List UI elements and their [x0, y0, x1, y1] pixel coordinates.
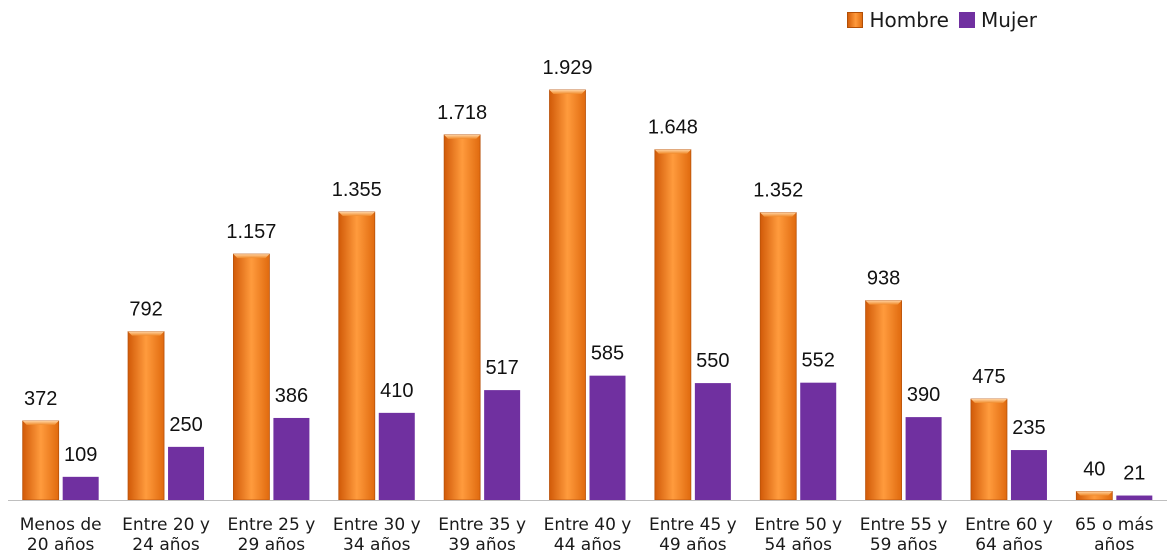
- legend-swatch-mujer: [958, 12, 975, 28]
- value-label-mujer-entre-25-y-29-a-os: 386: [275, 385, 308, 407]
- bar-hombre-bevel-entre-35-y-39-a-os: [444, 134, 481, 139]
- category-label-entre-35-y-39-a-os-line2: 39 años: [448, 535, 516, 555]
- value-label-hombre-entre-30-y-34-a-os: 1.355: [332, 179, 382, 201]
- bar-hombre-entre-35-y-39-a-os: [443, 134, 481, 501]
- value-label-hombre-entre-45-y-49-a-os: 1.648: [648, 117, 698, 139]
- value-label-mujer-entre-60-y-64-a-os: 235: [1012, 417, 1045, 439]
- value-label-mujer-entre-35-y-39-a-os: 517: [485, 357, 518, 379]
- bar-hombre-bevel-entre-55-y-59-a-os: [865, 300, 902, 305]
- category-label-entre-50-y-54-a-os-line2: 54 años: [764, 535, 832, 555]
- bar-hombre-entre-60-y-64-a-os: [970, 398, 1008, 501]
- bars-group: [22, 89, 1153, 501]
- bar-mujer-65-o-m-s-a-os: [1116, 495, 1153, 500]
- category-label-menos-de-20-a-os-line1: Menos de: [20, 515, 102, 535]
- bar-hombre-bevel-entre-60-y-64-a-os: [970, 399, 1007, 404]
- value-label-mujer-entre-20-y-24-a-os: 250: [169, 414, 202, 436]
- category-label-entre-45-y-49-a-os-line1: Entre 45 y: [649, 515, 737, 535]
- bar-hombre-bevel-entre-45-y-49-a-os: [654, 149, 691, 154]
- bar-mujer-entre-25-y-29-a-os: [273, 417, 310, 500]
- value-label-mujer-menos-de-20-a-os: 109: [64, 444, 97, 466]
- category-label-entre-35-y-39-a-os-line1: Entre 35 y: [438, 515, 526, 535]
- bar-hombre-entre-20-y-24-a-os: [127, 331, 165, 501]
- category-label-entre-30-y-34-a-os-line2: 34 años: [343, 535, 411, 555]
- bar-mujer-entre-60-y-64-a-os: [1010, 450, 1047, 500]
- bar-hombre-bevel-entre-50-y-54-a-os: [760, 212, 797, 217]
- bar-hombre-bevel-65-o-m-s-a-os: [1076, 491, 1113, 496]
- bar-hombre-bevel-entre-25-y-29-a-os: [233, 254, 270, 259]
- legend-swatch-hombre: [847, 12, 864, 28]
- category-label-entre-55-y-59-a-os-line2: 59 años: [870, 535, 938, 555]
- bar-hombre-entre-55-y-59-a-os: [865, 300, 902, 501]
- category-label-entre-30-y-34-a-os-line1: Entre 30 y: [333, 515, 421, 535]
- category-label-entre-50-y-54-a-os-line1: Entre 50 y: [754, 515, 842, 535]
- bar-hombre-bevel-entre-20-y-24-a-os: [128, 331, 165, 336]
- category-label-menos-de-20-a-os-line2: 20 años: [27, 535, 95, 555]
- bar-mujer-entre-35-y-39-a-os: [484, 390, 521, 500]
- bar-mujer-entre-40-y-44-a-os: [589, 375, 626, 500]
- category-label-65-o-m-s-a-os-line1: 65 o más: [1075, 515, 1154, 535]
- value-label-mujer-entre-50-y-54-a-os: 552: [802, 350, 835, 372]
- value-label-hombre-entre-55-y-59-a-os: 938: [867, 268, 900, 290]
- category-label-entre-25-y-29-a-os-line2: 29 años: [238, 535, 306, 555]
- category-label-entre-60-y-64-a-os-line1: Entre 60 y: [965, 515, 1053, 535]
- bar-hombre-menos-de-20-a-os: [22, 420, 60, 501]
- value-label-mujer-entre-40-y-44-a-os: 585: [591, 343, 624, 365]
- value-label-hombre-entre-20-y-24-a-os: 792: [129, 299, 162, 321]
- chart-legend: Hombre Mujer: [847, 8, 1037, 32]
- category-label-entre-45-y-49-a-os-line2: 49 años: [659, 535, 727, 555]
- bar-hombre-bevel-entre-30-y-34-a-os: [338, 212, 375, 217]
- legend-label-mujer: Mujer: [980, 8, 1037, 32]
- value-label-hombre-65-o-m-s-a-os: 40: [1083, 458, 1105, 480]
- bar-mujer-menos-de-20-a-os: [62, 476, 99, 500]
- legend-item-mujer: Mujer: [958, 8, 1037, 32]
- value-label-hombre-entre-35-y-39-a-os: 1.718: [437, 102, 487, 124]
- value-label-hombre-entre-60-y-64-a-os: 475: [972, 366, 1005, 388]
- value-label-mujer-entre-30-y-34-a-os: 410: [380, 380, 413, 402]
- bar-hombre-entre-45-y-49-a-os: [654, 149, 692, 501]
- bar-hombre-entre-40-y-44-a-os: [549, 89, 586, 501]
- category-label-65-o-m-s-a-os-line2: años: [1094, 535, 1135, 555]
- category-label-entre-40-y-44-a-os-line2: 44 años: [554, 535, 622, 555]
- category-label-entre-60-y-64-a-os-line2: 64 años: [975, 535, 1043, 555]
- value-label-hombre-menos-de-20-a-os: 372: [24, 388, 57, 410]
- legend-label-hombre: Hombre: [869, 8, 949, 32]
- value-label-hombre-entre-40-y-44-a-os: 1.929: [542, 57, 592, 79]
- bar-mujer-entre-20-y-24-a-os: [168, 446, 205, 500]
- bar-hombre-bevel-menos-de-20-a-os: [22, 420, 59, 425]
- bar-hombre-bevel-entre-40-y-44-a-os: [549, 90, 586, 94]
- bar-hombre-entre-25-y-29-a-os: [233, 253, 270, 501]
- bar-mujer-entre-45-y-49-a-os: [694, 383, 731, 500]
- value-label-mujer-65-o-m-s-a-os: 21: [1123, 463, 1145, 485]
- bar-hombre-entre-50-y-54-a-os: [759, 212, 797, 501]
- bar-mujer-entre-30-y-34-a-os: [378, 412, 415, 500]
- value-label-hombre-entre-25-y-29-a-os: 1.157: [226, 221, 276, 243]
- category-label-entre-40-y-44-a-os-line1: Entre 40 y: [544, 515, 632, 535]
- category-label-entre-55-y-59-a-os-line1: Entre 55 y: [860, 515, 948, 535]
- value-label-mujer-entre-55-y-59-a-os: 390: [907, 384, 940, 406]
- bar-hombre-entre-30-y-34-a-os: [338, 211, 376, 501]
- value-label-mujer-entre-45-y-49-a-os: 550: [696, 350, 729, 372]
- value-label-hombre-entre-50-y-54-a-os: 1.352: [753, 180, 803, 202]
- category-label-entre-20-y-24-a-os-line1: Entre 20 y: [122, 515, 210, 535]
- bar-mujer-entre-55-y-59-a-os: [905, 417, 942, 500]
- bar-mujer-entre-50-y-54-a-os: [800, 382, 837, 500]
- category-label-entre-20-y-24-a-os-line2: 24 años: [132, 535, 200, 555]
- category-label-entre-25-y-29-a-os-line1: Entre 25 y: [228, 515, 316, 535]
- legend-item-hombre: Hombre: [847, 8, 949, 32]
